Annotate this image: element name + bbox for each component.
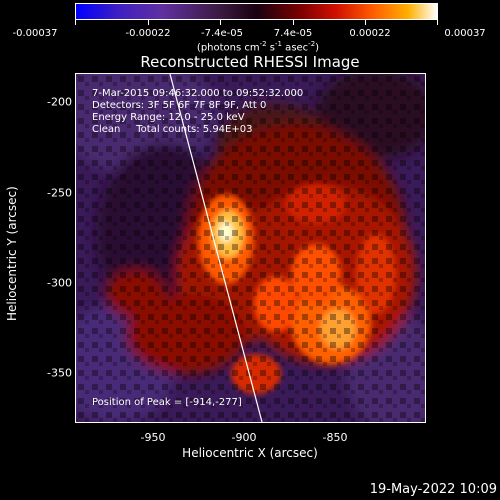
colorbar-tick-mark [293,20,294,25]
detectors-label: Detectors: 3F 5F 6F 7F 8F 9F, Att 0 [92,100,267,111]
rhessi-image [76,74,425,422]
colorbar-tick-mark [220,20,221,25]
colorbar-tick-mark [148,20,149,25]
rhessi-image-plot [75,73,426,423]
y-tick-label: -250 [47,186,72,200]
colorbar-tick-mark [437,20,438,25]
colorbar [75,3,438,20]
peak-position-label: Position of Peak = [-914,-277] [92,397,242,408]
colorbar-tick-label: 0.00037 [444,28,486,39]
colorbar-tick-label: -0.00037 [12,28,58,39]
time-range-label: 7-Mar-2015 09:46:32.000 to 09:52:32.000 [92,88,304,99]
plot-title: Reconstructed RHESSI Image [140,53,360,71]
x-tick-label: -950 [140,431,166,444]
y-tick-label: -200 [47,95,72,109]
colorbar-tick-label: -7.4e-05 [201,28,243,39]
limb-line [169,74,263,422]
colorbar-tick-label: -0.00022 [125,28,171,39]
y-tick-label: -300 [47,276,72,290]
colorbar-units: (photons cm-2 s-1 asec-2) [196,40,320,54]
y-tick-label: -350 [47,366,72,380]
y-axis-label: Heliocentric Y (arcsec) [5,186,19,321]
colorbar-tick-mark [365,20,366,25]
colorbar-tick-mark [75,20,76,25]
x-tick-label: -850 [322,431,348,444]
colorbar-tick-label: 0.00022 [349,28,391,39]
energy-range-label: Energy Range: 12.0 - 25.0 keV [92,112,245,123]
timestamp-footer: 19-May-2022 10:09 [369,482,497,497]
colorbar-tick-label: 7.4e-05 [273,28,313,39]
x-axis-label: Heliocentric X (arcsec) [182,446,318,460]
x-tick-label: -900 [231,431,257,444]
method-counts-label: Clean Total counts: 5.94E+03 [92,124,253,135]
